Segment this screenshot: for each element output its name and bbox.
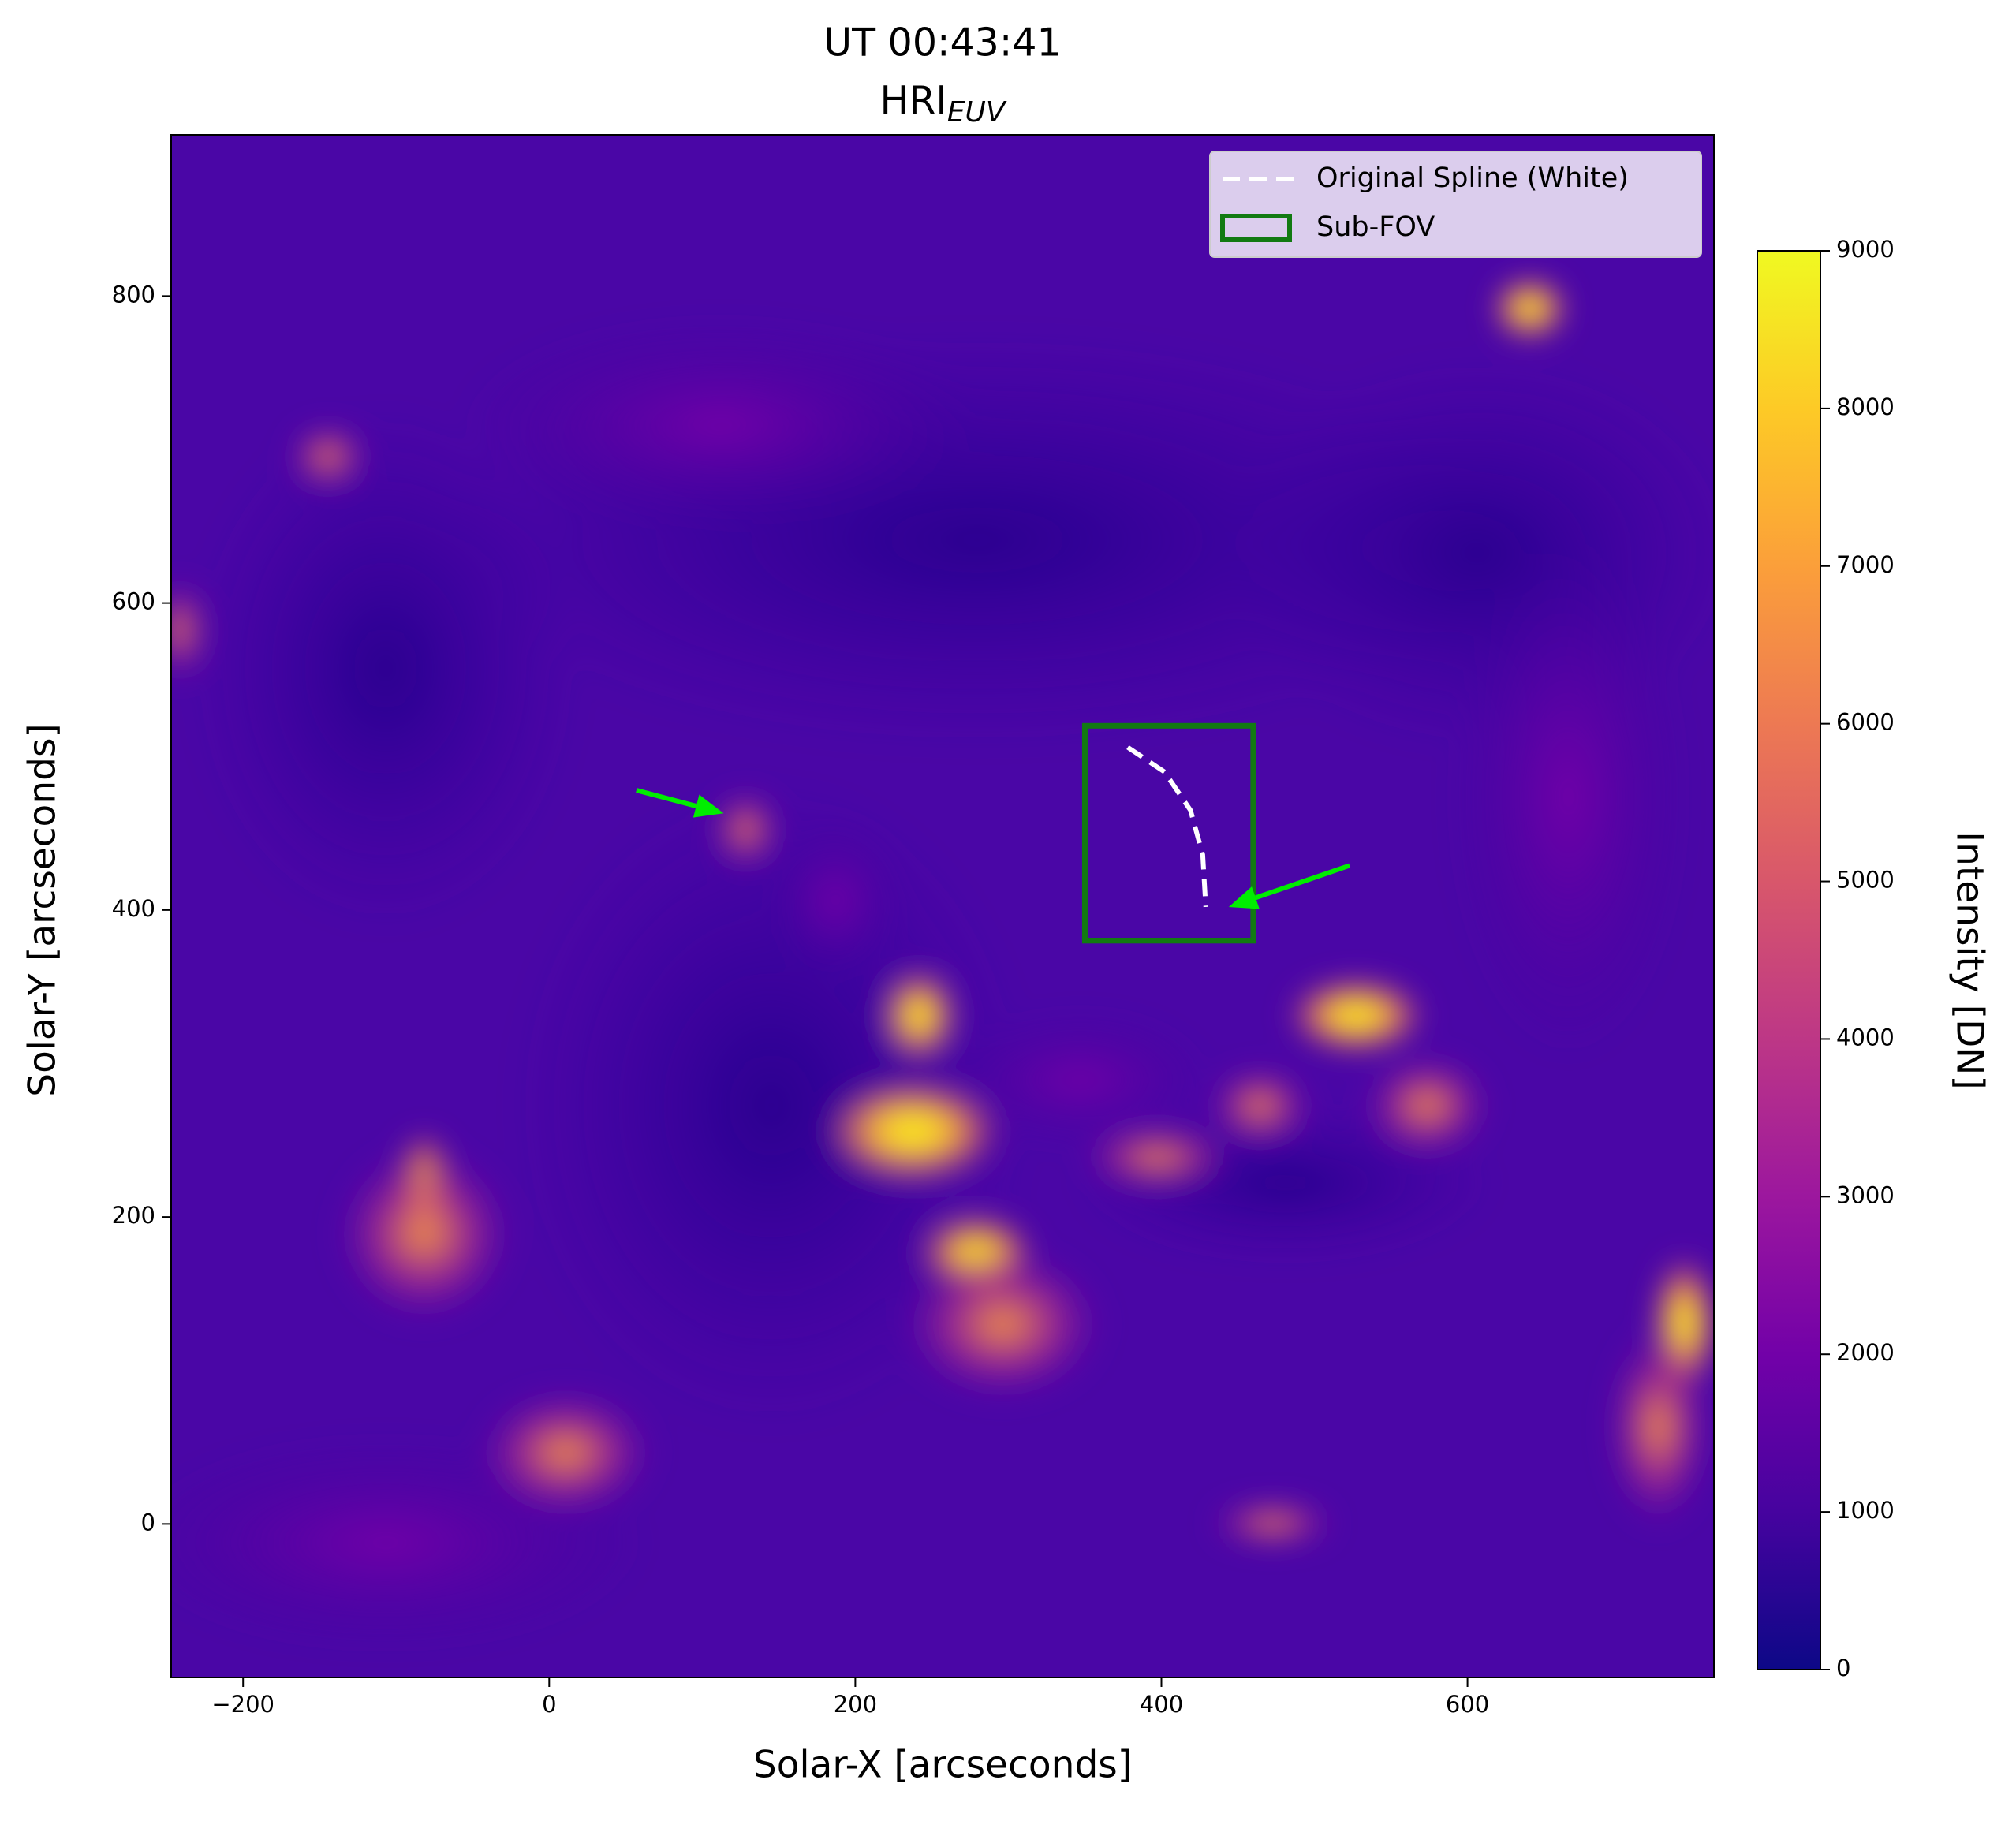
texture-blob	[514, 784, 1029, 1427]
texture-blob	[289, 424, 367, 489]
legend-swatch	[1220, 214, 1292, 242]
texture-blob	[1491, 276, 1569, 341]
arrow-head	[693, 794, 724, 818]
arrow-shaft	[636, 788, 697, 808]
texture-blob	[1452, 539, 1685, 1054]
legend-label: Original Spline (White)	[1316, 162, 1629, 194]
texture-blob	[883, 970, 956, 1061]
colorbar-tick-label: 5000	[1836, 867, 1895, 894]
plot-frame	[170, 134, 1715, 1678]
image-texture	[171, 276, 1714, 1646]
y-tick-label: 600	[112, 588, 155, 615]
legend-box	[1209, 151, 1702, 258]
texture-blob	[462, 321, 977, 528]
y-tick-label: 200	[112, 1202, 155, 1229]
colorbar-tick-label: 9000	[1836, 236, 1895, 263]
x-tick-label: 0	[542, 1691, 556, 1718]
spline-line	[1126, 745, 1208, 908]
x-tick-label: 600	[1446, 1691, 1489, 1718]
colorbar-label: Intensity [DN]	[1948, 831, 1992, 1090]
colorbar-tick-label: 3000	[1836, 1181, 1895, 1208]
texture-blob	[900, 1247, 1106, 1401]
legend-label: Sub-FOV	[1316, 211, 1435, 243]
chart-subtitle: HRIEUV	[879, 78, 1006, 129]
colorbar-tick-label: 2000	[1836, 1339, 1895, 1366]
colorbar-tick-label: 4000	[1836, 1024, 1895, 1050]
texture-blob	[771, 823, 900, 977]
texture-blob	[192, 411, 579, 926]
colorbar-tick-label: 8000	[1836, 394, 1895, 420]
arrow-head	[1228, 886, 1260, 909]
x-tick-label: 400	[1140, 1691, 1183, 1718]
solar-image	[171, 135, 1714, 1677]
arrow-shaft	[1254, 863, 1351, 901]
y-tick-label: 0	[141, 1509, 155, 1536]
texture-blob	[476, 1388, 656, 1517]
texture-blob	[1286, 976, 1428, 1054]
colorbar-bar	[1757, 250, 1821, 1670]
overlays	[636, 722, 1351, 944]
colorbar-tick-label: 1000	[1836, 1497, 1895, 1524]
texture-blob	[713, 790, 778, 868]
y-tick-label: 800	[112, 281, 155, 308]
legend: Original Spline (White) Sub-FOV	[1209, 151, 1702, 258]
colorbar-tick-label: 7000	[1836, 551, 1895, 578]
sub-fov-box	[1081, 722, 1256, 944]
subtitle-text: HRI	[879, 78, 946, 123]
chart-title: UT 00:43:41	[823, 21, 1061, 65]
x-tick-label: −200	[211, 1691, 274, 1718]
texture-blob	[1607, 1323, 1710, 1530]
y-axis-label: Solar-Y [arcseconds]	[21, 723, 65, 1097]
texture-blob	[334, 1144, 514, 1324]
subtitle-subscript: EUV	[947, 96, 1007, 129]
x-tick-label: 200	[834, 1691, 877, 1718]
texture-blob	[1362, 1054, 1491, 1158]
texture-blob	[1208, 1066, 1312, 1144]
texture-blob	[1208, 1500, 1338, 1547]
arrow	[1228, 863, 1351, 909]
arrow	[636, 788, 724, 818]
texture-blob	[951, 1015, 1209, 1144]
colorbar: Intensity [DN] 0 1000 2000 3000 4000 5000 6000…	[1757, 236, 1992, 1681]
y-tick-label: 400	[112, 895, 155, 922]
colorbar-tick-label: 6000	[1836, 709, 1895, 736]
texture-blob	[171, 578, 206, 681]
colorbar-tick-label: 0	[1836, 1655, 1850, 1681]
x-axis-label: Solar-X [arcseconds]	[753, 1744, 1132, 1787]
texture-blob	[823, 1080, 1003, 1183]
